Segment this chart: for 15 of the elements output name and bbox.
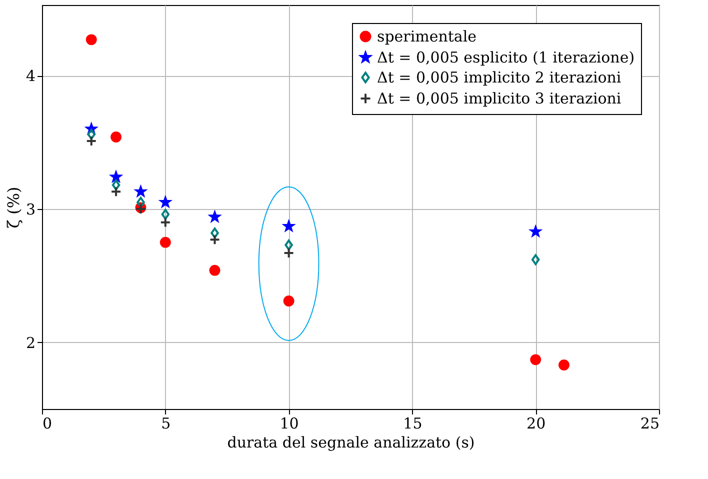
y-tick-label: 4 xyxy=(26,67,36,86)
x-tick-label: 10 xyxy=(280,414,299,432)
legend-label: Δt = 0,005 implicito 3 iterazioni xyxy=(377,90,622,108)
x-axis-title: durata del segnale analizzato (s) xyxy=(227,434,475,452)
y-tick-label: 3 xyxy=(26,200,36,218)
y-axis-title: ζ (%) xyxy=(4,186,23,228)
x-tick-label: 0 xyxy=(42,414,52,432)
legend-label: Δt = 0,005 esplicito (1 iterazione) xyxy=(377,48,635,66)
legend-label: Δt = 0,005 implicito 2 iterazioni xyxy=(377,68,622,86)
x-tick-label: 20 xyxy=(526,414,546,432)
x-tick-label: 15 xyxy=(403,414,422,432)
legend-label: sperimentale xyxy=(377,28,477,46)
x-tick-label: 5 xyxy=(161,414,171,432)
x-tick-label: 25 xyxy=(640,414,660,432)
y-tick-label: 2 xyxy=(26,334,36,352)
